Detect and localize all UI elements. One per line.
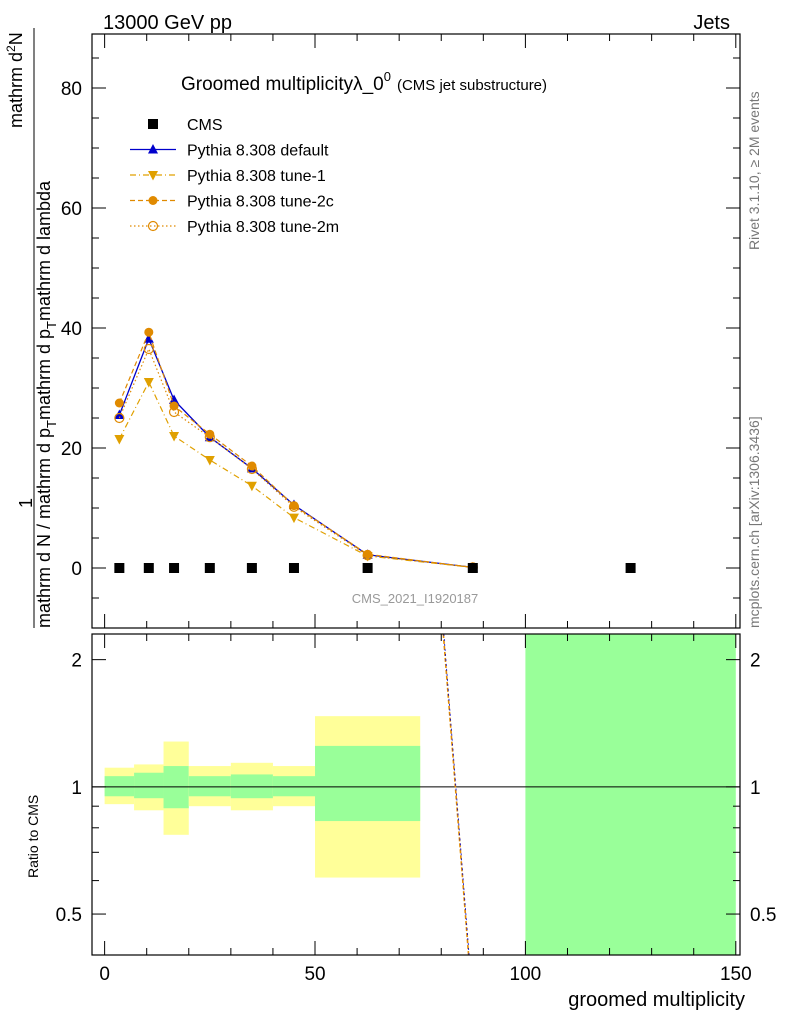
cms-data-point	[114, 563, 125, 573]
cms-data-point	[143, 563, 154, 573]
ratio-band-inner	[104, 776, 135, 797]
cms-data-point	[169, 563, 180, 573]
legend-label-2: Pythia 8.308 tune-1	[187, 168, 326, 185]
main-frame	[91, 33, 741, 629]
analysis-id: CMS_2021_I1920187	[352, 591, 479, 606]
main-y-tick-label: 60	[61, 199, 82, 220]
ratio-band-inner	[315, 745, 421, 822]
plot-title-main: Groomed multiplicityλ_0	[181, 74, 384, 95]
legend-label-1: Pythia 8.308 default	[187, 143, 329, 160]
x-tick-label: 100	[510, 964, 542, 985]
ratio-y-tick-label: 0.5	[56, 905, 82, 926]
cms-data-point	[288, 563, 299, 573]
x-tick-label: 0	[99, 964, 110, 985]
ylabel-sub-t2: T	[44, 321, 59, 329]
main-y-tick-label: 80	[61, 79, 82, 100]
legend-label-4: Pythia 8.308 tune-2m	[187, 219, 339, 236]
series-point-0	[143, 333, 154, 343]
ylabel-numerator: 1	[16, 498, 36, 508]
series-point-2	[205, 429, 215, 439]
process-label: Jets	[693, 12, 730, 34]
series-point-1	[246, 481, 257, 492]
ratio-band-inner	[230, 774, 273, 799]
main-y-axis-label: 1 mathrm d N / mathrm d pTmathrm d pTmat…	[4, 28, 59, 628]
series-line-3	[118, 347, 473, 568]
series-point-1	[288, 513, 299, 524]
legend-marker-3	[148, 196, 158, 205]
series-point-3	[168, 406, 180, 418]
main-panel: 0 20 40 60 80	[61, 33, 741, 629]
legend-label-0: CMS	[187, 117, 223, 134]
ratio-band-inner	[134, 772, 164, 799]
main-y-tick-label: 40	[61, 319, 82, 340]
series-line-0	[118, 337, 473, 569]
ratio-y-axis-label: Ratio to CMS	[25, 795, 41, 878]
plot-title: Groomed multiplicityλ_00 (CMS jet substru…	[181, 69, 547, 95]
cms-data-point	[625, 563, 636, 573]
mcplots-label: mcplots.cern.ch [arXiv:1306.3436]	[746, 416, 762, 628]
energy-label: 13000 GeV pp	[103, 12, 232, 34]
legend-marker-0	[148, 119, 158, 129]
legend: CMS Pythia 8.308 default Pythia 8.308 tune…	[130, 117, 339, 236]
series-point-2	[247, 461, 257, 471]
legend-marker-1	[148, 144, 158, 154]
cms-data-point	[246, 563, 257, 573]
ylabel-part-1: mathrm d N / mathrm d p	[34, 428, 54, 628]
cms-data-point	[362, 563, 373, 573]
series-point-3	[143, 343, 154, 355]
ratio-y-tick-label-right: 0.5	[750, 905, 776, 926]
series-line-1	[118, 380, 473, 568]
plot-title-sub: (CMS jet substructure)	[397, 77, 547, 94]
ylabel-top-d: mathrm d	[6, 52, 26, 128]
series-point-1	[114, 435, 125, 445]
ratio-band-inner	[525, 634, 736, 955]
series-point-3	[246, 463, 257, 475]
series-point-0	[114, 409, 125, 419]
series-point-2	[144, 327, 154, 337]
ylabel-part-2: mathrm d p	[34, 329, 54, 420]
ratio-y-tick-label: 2	[71, 651, 82, 672]
ratio-band-inner	[188, 776, 231, 797]
series-point-3	[204, 432, 215, 443]
series-point-3	[288, 501, 300, 512]
cms-data-point	[467, 563, 478, 573]
ratio-frame	[91, 633, 741, 956]
series-point-2	[114, 398, 124, 408]
ylabel-sub-t1: T	[44, 420, 59, 428]
series-point-1	[204, 456, 215, 466]
ratio-band-inner	[272, 776, 316, 797]
series-point-0	[169, 394, 180, 404]
ylabel-top-n: N	[6, 32, 26, 45]
legend-label-3: Pythia 8.308 tune-2c	[187, 194, 334, 211]
ratio-mc-line-default	[443, 633, 470, 956]
series-point-3	[114, 412, 125, 424]
ratio-y-tick-label: 1	[71, 778, 82, 799]
ratio-y-tick-label-right: 2	[750, 651, 761, 672]
x-axis-label: groomed multiplicity	[568, 989, 745, 1011]
ylabel-top-sup: 2	[4, 45, 18, 52]
ratio-panel: 0.5 0.5 1 1 2 2 0 50 100 150	[56, 633, 776, 985]
ylabel-top: mathrm d2N	[4, 32, 26, 128]
legend-marker-2	[148, 171, 158, 181]
series-point-1	[169, 432, 180, 442]
main-y-tick-label: 0	[71, 559, 82, 580]
series-point-3	[362, 550, 373, 561]
x-tick-label: 150	[720, 964, 752, 985]
ylabel-part-3: mathrm d lambda	[34, 180, 54, 321]
legend-marker-4	[147, 220, 159, 232]
ratio-mc-line	[442, 633, 470, 956]
ratio-y-tick-label-right: 1	[750, 778, 761, 799]
x-tick-label: 50	[304, 964, 325, 985]
series-line-2	[118, 330, 473, 568]
cms-data-point	[204, 563, 215, 573]
series-point-1	[143, 378, 154, 388]
main-y-tick-label: 20	[61, 439, 82, 460]
plot-title-sup: 0	[384, 69, 391, 84]
ylabel-denominator: mathrm d N / mathrm d pTmathrm d pTmathr…	[34, 180, 59, 628]
rivet-version-label: Rivet 3.1.10, ≥ 2M events	[746, 91, 762, 250]
